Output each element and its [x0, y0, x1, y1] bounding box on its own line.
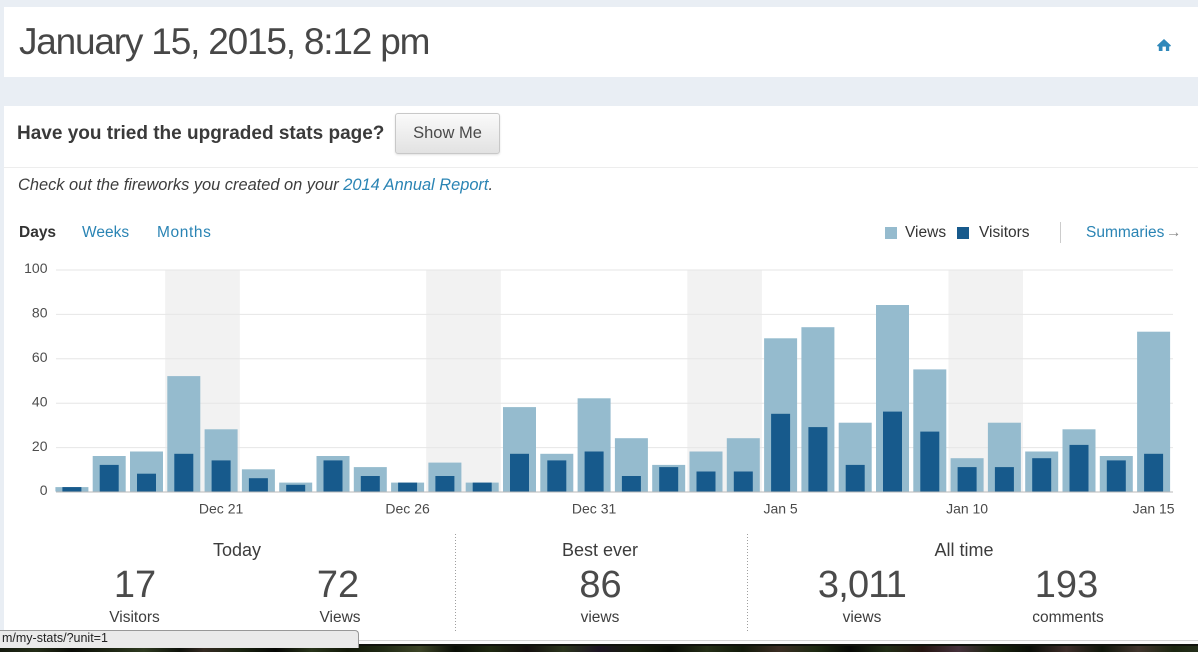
svg-text:Jan 10: Jan 10: [946, 501, 988, 517]
svg-text:Dec 26: Dec 26: [385, 501, 430, 517]
svg-text:60: 60: [32, 349, 48, 365]
svg-text:Jan 15: Jan 15: [1133, 501, 1175, 517]
svg-text:Dec 21: Dec 21: [199, 501, 244, 517]
svg-text:80: 80: [32, 305, 48, 321]
svg-text:Jan 5: Jan 5: [763, 501, 797, 517]
svg-text:0: 0: [40, 482, 48, 498]
svg-text:Dec 31: Dec 31: [572, 501, 617, 517]
svg-text:100: 100: [24, 260, 48, 276]
svg-text:40: 40: [32, 393, 48, 409]
svg-text:20: 20: [32, 438, 48, 454]
